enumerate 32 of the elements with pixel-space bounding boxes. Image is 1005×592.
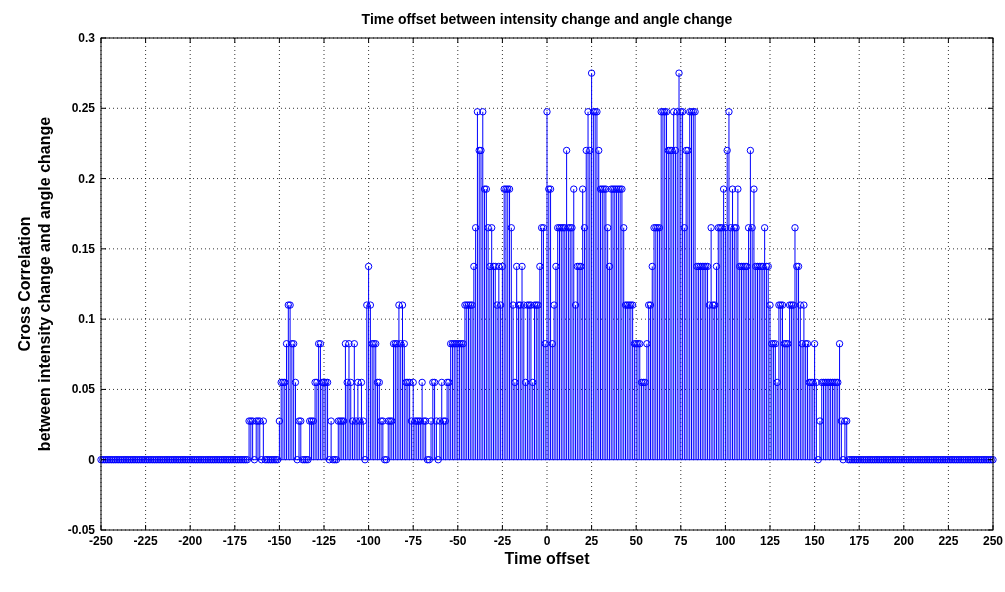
x-tick-label: 150 <box>804 534 825 548</box>
y-tick-label: 0.25 <box>71 101 96 116</box>
x-tick-label: 100 <box>715 534 736 548</box>
x-tick-label: 250 <box>982 534 1004 548</box>
x-tick-label: 75 <box>674 534 688 548</box>
y-tick-label: -0.05 <box>67 523 96 537</box>
x-tick-label: -225 <box>133 534 158 548</box>
chart-title: Time offset between intensity change and angle change <box>361 11 733 27</box>
x-tick-label: -75 <box>404 534 423 548</box>
y-tick-label: 0.3 <box>78 31 96 45</box>
y-tick-label: 0.15 <box>71 241 96 256</box>
x-tick-label: -25 <box>493 534 512 548</box>
x-tick-label: 175 <box>849 534 870 548</box>
x-tick-label: -200 <box>178 534 203 548</box>
y-tick-label: 0.1 <box>78 312 96 327</box>
x-tick-label: 200 <box>893 534 915 548</box>
x-tick-label: 125 <box>759 534 781 548</box>
x-tick-label: 50 <box>629 534 644 548</box>
y-tick-label: 0.2 <box>78 171 96 186</box>
y-tick-label: 0.05 <box>71 382 96 397</box>
x-tick-label: -250 <box>88 534 114 548</box>
x-tick-label: -100 <box>356 534 381 548</box>
y-tick-label: 0 <box>88 452 96 467</box>
x-tick-label: -50 <box>449 534 467 548</box>
x-tick-label: -150 <box>267 534 292 548</box>
x-tick-label: -175 <box>222 534 248 548</box>
y-axis-title: Cross Correlation between intensity change and angle change <box>16 116 53 452</box>
x-tick-label: 225 <box>938 534 959 548</box>
x-tick-label: -125 <box>311 534 337 548</box>
x-axis-title: Time offset <box>504 550 591 567</box>
x-tick-label: 0 <box>543 534 551 548</box>
x-tick-label: 25 <box>584 534 599 548</box>
